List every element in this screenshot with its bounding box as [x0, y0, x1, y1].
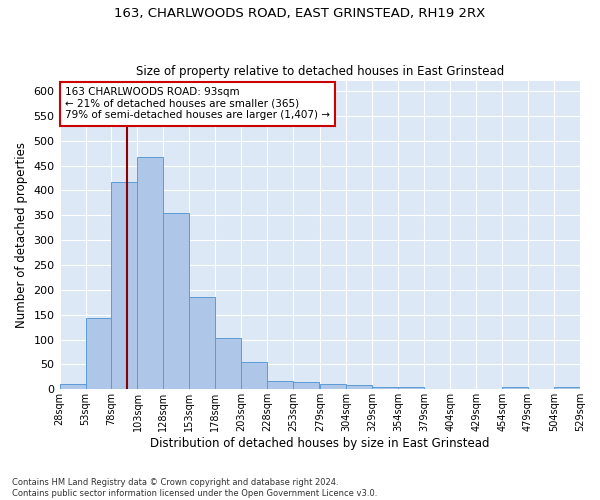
Bar: [554, 387, 580, 390]
Bar: [398, 387, 424, 390]
Bar: [59, 384, 86, 390]
Bar: [215, 338, 241, 390]
Bar: [268, 382, 293, 390]
Bar: [502, 387, 528, 390]
Text: Contains HM Land Registry data © Crown copyright and database right 2024.
Contai: Contains HM Land Registry data © Crown c…: [12, 478, 377, 498]
X-axis label: Distribution of detached houses by size in East Grinstead: Distribution of detached houses by size …: [150, 437, 490, 450]
Text: 163, CHARLWOODS ROAD, EAST GRINSTEAD, RH19 2RX: 163, CHARLWOODS ROAD, EAST GRINSTEAD, RH…: [115, 8, 485, 20]
Bar: [163, 214, 190, 390]
Bar: [137, 156, 163, 390]
Title: Size of property relative to detached houses in East Grinstead: Size of property relative to detached ho…: [136, 66, 504, 78]
Bar: [372, 387, 398, 390]
Y-axis label: Number of detached properties: Number of detached properties: [15, 142, 28, 328]
Bar: [346, 386, 372, 390]
Text: 163 CHARLWOODS ROAD: 93sqm
← 21% of detached houses are smaller (365)
79% of sem: 163 CHARLWOODS ROAD: 93sqm ← 21% of deta…: [65, 87, 330, 120]
Bar: [241, 362, 268, 390]
Bar: [293, 382, 319, 390]
Bar: [112, 182, 137, 390]
Bar: [320, 384, 346, 390]
Bar: [86, 318, 112, 390]
Bar: [190, 298, 215, 390]
